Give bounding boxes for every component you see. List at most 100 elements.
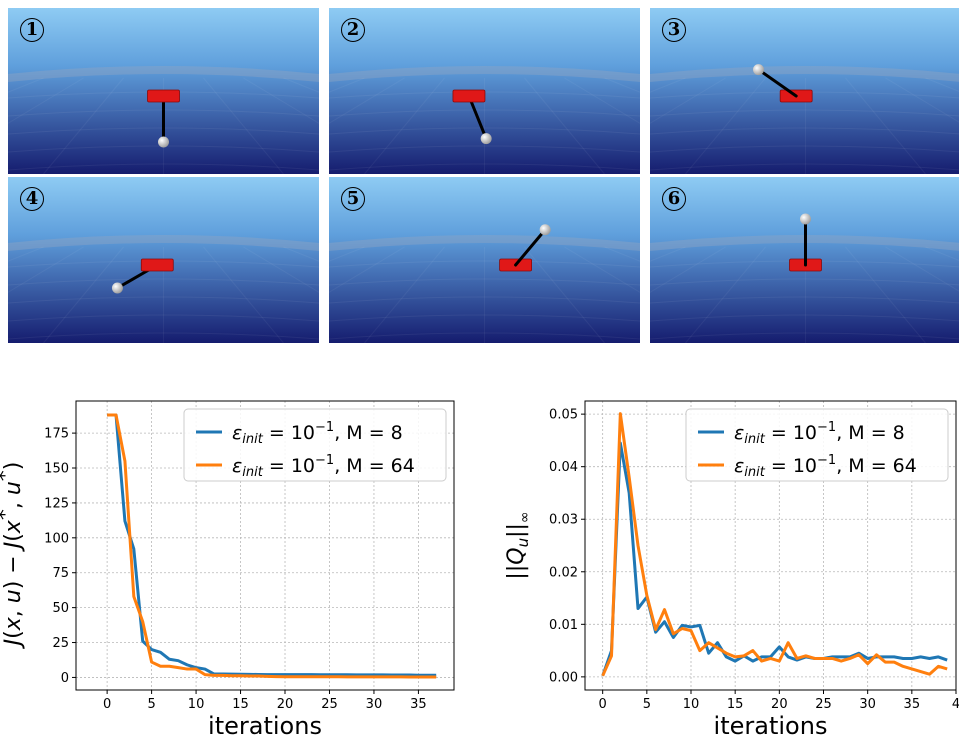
y-tick-label: 175 [44, 427, 69, 442]
x-tick-label: 5 [147, 697, 155, 712]
frame-scene [650, 177, 959, 343]
chart-2: 0 5 10 15 20 25 30 35 4 0.00 0.01 0.02 0.03 0.04 0.05 i… [504, 400, 959, 735]
floor-grid-line [650, 314, 959, 322]
y-tick-label: 100 [44, 531, 69, 546]
pole [467, 94, 488, 141]
frame-panel-3: 3 [650, 8, 959, 174]
charts-area: 0 5 10 15 20 25 30 350255075100125150175iterati… [0, 400, 959, 735]
pendulum-bob [111, 282, 123, 294]
frame-panel-6: 6 [650, 177, 959, 343]
floor-grid-line [329, 163, 640, 171]
y-tick-label: 75 [52, 566, 69, 581]
frame-panel-1: 1 [8, 8, 319, 174]
floor-grid-line [243, 246, 319, 293]
horizon-band [8, 66, 319, 82]
floor-grid-line [885, 246, 959, 292]
floor-grid-line [329, 246, 405, 293]
series-line-1 [601, 441, 948, 677]
y-tick-label: 150 [44, 462, 69, 477]
x-tick-label: 20 [771, 697, 788, 712]
series-line-2 [107, 413, 437, 679]
pendulum-bob [539, 224, 551, 236]
pendulum-bob [158, 136, 169, 148]
legend-box [685, 408, 949, 482]
y-tick-label: 0.03 [549, 513, 578, 528]
x-tick-label: 25 [815, 697, 832, 712]
y-tick-label: 0.01 [549, 618, 578, 633]
legend-label-1: εinit = 10−1, M = 8 [734, 420, 905, 447]
frame-number: 6 [662, 187, 686, 211]
x-tick-label: 0 [103, 697, 111, 712]
legend-label-2: εinit = 10−1, M = 64 [734, 453, 917, 480]
y-tick-label: 25 [52, 636, 69, 651]
floor-grid-line [329, 109, 640, 117]
horizon-band [329, 66, 640, 82]
x-tick-label: 30 [859, 697, 876, 712]
floor-grid-line [650, 332, 959, 340]
x-tick-label: 10 [188, 697, 205, 712]
floor-grid-line [329, 332, 640, 340]
pendulum-bob [752, 64, 764, 76]
frame-number: 3 [662, 18, 686, 42]
floor-grid-line [329, 278, 640, 286]
y-tick-label: 50 [52, 601, 69, 616]
floor-grid-line [650, 163, 959, 171]
x-tick-label: 10 [683, 697, 700, 712]
legend-label-1: εinit = 10−1, M = 8 [232, 420, 403, 447]
horizon-band [8, 235, 319, 251]
horizon-band [329, 235, 640, 251]
x-axis-label: iterations [208, 712, 322, 735]
x-tick-label: 35 [410, 697, 427, 712]
frame-scene [329, 8, 640, 174]
series-line-2 [601, 412, 948, 677]
legend-label-2: εinit = 10−1, M = 64 [232, 453, 415, 480]
x-tick-label: 4 [952, 697, 959, 712]
frame-number: 2 [341, 18, 365, 42]
y-tick-label: 0.05 [549, 408, 578, 423]
series-line-1 [107, 413, 437, 677]
frame-panel-4: 4 [8, 177, 319, 343]
legend-box [183, 408, 447, 482]
x-tick-label: 30 [366, 697, 383, 712]
x-tick-label: 20 [277, 697, 294, 712]
frame-scene [8, 8, 319, 174]
floor-grid-line [685, 246, 766, 343]
floor-grid-line [329, 296, 640, 304]
floor-grid-line [650, 109, 959, 117]
floor-grid-line [650, 278, 959, 286]
floor-grid-line [564, 77, 640, 124]
horizon-band [650, 66, 959, 82]
floor-grid-line [8, 246, 84, 293]
pole [514, 228, 547, 267]
floor-grid-line [364, 77, 445, 174]
floor-grid-line [8, 278, 319, 286]
y-tick-label: 0 [61, 671, 69, 686]
frame-scene [329, 177, 640, 343]
floor-grid-line [524, 77, 605, 174]
floor-grid-line [43, 246, 124, 343]
floor-grid-line [8, 77, 84, 124]
cart [452, 89, 486, 103]
pendulum-bob [800, 213, 811, 225]
floor-grid-line [650, 77, 726, 124]
floor-grid-line [885, 77, 959, 123]
x-tick-label: 15 [727, 697, 744, 712]
floor-grid-line [329, 77, 405, 124]
floor-grid-line [650, 127, 959, 135]
y-axis-label: ||Qu||∞ [504, 511, 533, 579]
frame-number: 1 [20, 18, 44, 42]
y-tick-label: 0.02 [549, 565, 578, 580]
floor-grid-line [650, 246, 726, 293]
legend: εinit = 10−1, M = 8 εinit = 10−1, M = 64 [183, 408, 447, 482]
floor-grid-line [8, 314, 319, 322]
floor-grid-line [43, 77, 124, 174]
x-tick-label: 25 [321, 697, 338, 712]
x-tick-label: 0 [599, 697, 607, 712]
legend: εinit = 10−1, M = 8 εinit = 10−1, M = 64 [685, 408, 949, 482]
axes-frame [75, 400, 455, 691]
frame-scene [650, 8, 959, 174]
y-tick-label: 0.04 [549, 460, 578, 475]
floor-grid-line [203, 77, 284, 174]
floor-grid-line [650, 296, 959, 304]
floor-grid-line [650, 145, 959, 153]
